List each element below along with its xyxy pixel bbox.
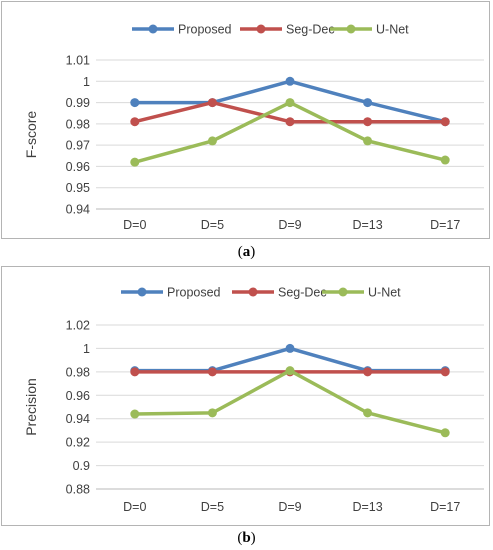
legend-marker (338, 287, 348, 297)
x-tick-label: D=17 (430, 500, 460, 514)
legend-item-proposed: Proposed (132, 23, 232, 37)
legend-marker (256, 24, 266, 34)
caption-a-letter: a (242, 244, 251, 260)
y-tick-label: 0.96 (66, 160, 90, 174)
caption-b-open: ( (237, 530, 243, 546)
data-point (363, 367, 373, 377)
legend-label: Proposed (167, 286, 221, 300)
caption-b-close: ) (250, 530, 256, 546)
data-point (363, 408, 373, 418)
data-point (130, 117, 140, 127)
chart-panel-a: 0.94 0.95 0.96 0.97 0.98 0.99 1 1.01 D=0 D=5 D=9 D=… (1, 1, 490, 239)
x-tick-label: D=0 (123, 218, 146, 232)
y-axis-title: Precision (23, 378, 39, 436)
data-point (130, 409, 140, 419)
x-tick-label: D=0 (123, 500, 146, 514)
caption-b: (b) (0, 530, 493, 547)
x-tick-label: D=9 (278, 218, 301, 232)
legend-item-u-net: U-Net (330, 23, 409, 37)
caption-a: (a) (0, 244, 493, 261)
y-tick-label: 1.01 (66, 54, 90, 68)
x-tick-label: D=9 (278, 500, 301, 514)
data-point (363, 136, 373, 146)
data-point (363, 98, 373, 108)
y-axis-title: F-score (23, 111, 39, 159)
data-point (440, 428, 450, 438)
caption-a-close: ) (250, 244, 256, 260)
chart-panel-b: 0.88 0.9 0.92 0.94 0.96 0.98 1 1.02 D=0 D=5 D=9 D=1… (1, 266, 490, 526)
data-point (440, 155, 450, 165)
y-tick-label: 0.98 (66, 365, 90, 379)
legend-label: Seg-Dec (278, 286, 327, 300)
data-point (130, 157, 140, 167)
y-tick-label: 0.92 (66, 436, 90, 450)
y-tick-label: 1 (83, 75, 90, 89)
y-tick-label: 1 (83, 342, 90, 356)
y-tick-label: 0.98 (66, 117, 90, 131)
legend-label: Seg-Dec (286, 23, 335, 37)
data-point (207, 98, 217, 108)
legend-item-proposed: Proposed (121, 286, 221, 300)
data-point (285, 343, 295, 353)
x-tick-label: D=13 (352, 218, 382, 232)
data-point (440, 367, 450, 377)
series-line-u-net (134, 368, 446, 435)
data-point (130, 367, 140, 377)
legend-label: U-Net (376, 23, 409, 37)
data-point (207, 136, 217, 146)
legend-label: Proposed (178, 23, 232, 37)
precision-chart: 0.88 0.9 0.92 0.94 0.96 0.98 1 1.02 D=0 D=5 D=9 D=1… (23, 286, 484, 514)
x-tick-label: D=13 (352, 500, 382, 514)
legend-item-seg-dec: Seg-Dec (232, 286, 327, 300)
data-point (207, 408, 217, 418)
x-tick-label: D=5 (201, 218, 224, 232)
y-tick-label: 0.9 (73, 459, 90, 473)
legend-marker (346, 24, 356, 34)
y-tick-label: 0.95 (66, 181, 90, 195)
legend-marker (137, 287, 147, 297)
data-point (285, 117, 295, 127)
x-tick-label: D=17 (430, 218, 460, 232)
fscore-chart: 0.94 0.95 0.96 0.97 0.98 0.99 1 1.01 D=0 D=5 D=9 D=… (23, 23, 484, 232)
data-point (285, 98, 295, 108)
legend-marker (248, 287, 258, 297)
data-point (363, 117, 373, 127)
y-tick-label: 0.88 (66, 483, 90, 497)
data-point (440, 117, 450, 127)
legend-marker (148, 24, 158, 34)
y-tick-label: 0.97 (66, 139, 90, 153)
legend-item-u-net: U-Net (322, 286, 401, 300)
data-point (285, 76, 295, 86)
x-tick-label: D=5 (201, 500, 224, 514)
data-point (130, 98, 140, 108)
y-tick-label: 0.94 (66, 412, 90, 426)
legend-item-seg-dec: Seg-Dec (240, 23, 335, 37)
caption-b-letter: b (242, 530, 251, 546)
y-tick-label: 0.96 (66, 389, 90, 403)
legend-label: U-Net (368, 286, 401, 300)
data-point (285, 366, 295, 376)
y-tick-label: 0.94 (66, 203, 90, 217)
data-point (207, 367, 217, 377)
y-tick-label: 0.99 (66, 96, 90, 110)
caption-a-open: ( (237, 244, 243, 260)
y-tick-label: 1.02 (66, 319, 90, 333)
